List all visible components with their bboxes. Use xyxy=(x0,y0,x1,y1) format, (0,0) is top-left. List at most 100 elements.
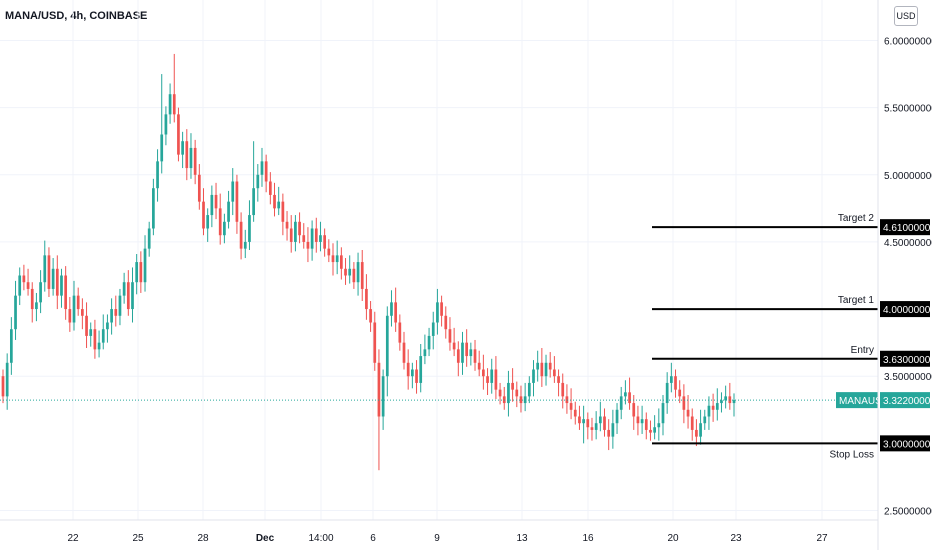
candle-body xyxy=(348,268,352,276)
candle-body xyxy=(365,288,368,310)
candle-body xyxy=(398,322,402,343)
candle-body xyxy=(498,389,502,397)
candle-body xyxy=(306,241,310,249)
candle-body xyxy=(47,255,51,289)
x-tick-label: 25 xyxy=(132,533,144,544)
candle-body xyxy=(139,262,143,283)
candle-body xyxy=(385,315,389,377)
y-tick-label: 5.00000000 xyxy=(884,171,932,182)
candle-body xyxy=(76,295,80,310)
candle-body xyxy=(51,268,55,289)
x-tick-label: 16 xyxy=(582,533,594,544)
level-label: Target 2 xyxy=(838,213,875,224)
candle-body xyxy=(661,403,665,424)
candle-body xyxy=(565,396,569,404)
candle-body xyxy=(81,309,84,316)
candle-body xyxy=(519,396,523,404)
candle-body xyxy=(440,302,443,316)
candle-body xyxy=(477,362,481,370)
candle-body xyxy=(373,322,377,363)
candle-body xyxy=(515,389,519,397)
price-axis[interactable]: 6.00000000 5.50000000 5.00000000 4.50000000… xyxy=(877,0,932,550)
candle-body xyxy=(181,141,184,155)
candle-body xyxy=(695,429,698,437)
candle-body xyxy=(598,416,602,424)
candle-body xyxy=(277,201,281,209)
candle-body xyxy=(507,382,510,404)
candle-body xyxy=(394,302,398,323)
candle-body xyxy=(147,228,151,249)
candle-body xyxy=(381,376,385,417)
candle-body xyxy=(569,403,573,410)
candle-body xyxy=(649,429,652,433)
candle-body xyxy=(68,309,72,323)
time-axis[interactable]: 22 25 28 Dec 14:00 6 9 13 16 20 23 27 xyxy=(0,519,878,544)
level-price-tag xyxy=(880,301,930,318)
candle-body xyxy=(553,369,556,377)
candle-body xyxy=(669,376,673,383)
candle-body xyxy=(411,369,414,377)
candle-body xyxy=(636,416,640,424)
candle-body xyxy=(573,409,577,417)
candle-body xyxy=(461,342,464,363)
candle-body xyxy=(711,405,715,410)
candle-body xyxy=(60,275,63,296)
candle-body xyxy=(323,235,326,249)
candle-body xyxy=(223,221,226,236)
level-price-label: 4.00000000 xyxy=(883,305,932,316)
candle-body xyxy=(339,255,343,269)
candle-body xyxy=(30,288,34,310)
candle-body xyxy=(682,396,686,410)
candle-body xyxy=(231,181,235,202)
candle-body xyxy=(239,221,243,249)
candle-body xyxy=(172,94,176,115)
y-tick-label: 2.50000000 xyxy=(884,507,932,518)
candle-body xyxy=(482,369,485,377)
candle-body xyxy=(665,382,669,404)
candle-body xyxy=(14,295,17,330)
candle-body xyxy=(93,329,97,350)
candle-body xyxy=(490,369,494,383)
candle-body xyxy=(561,382,565,397)
candle-body xyxy=(448,329,452,343)
candle-body xyxy=(377,362,381,417)
y-tick-label: 6.00000000 xyxy=(884,37,932,48)
candle-body xyxy=(331,255,335,263)
candle-body xyxy=(85,315,88,336)
level-label: Stop Loss xyxy=(830,449,874,460)
candle-body xyxy=(436,302,439,323)
candle-body xyxy=(527,382,531,397)
candle-body xyxy=(310,228,314,249)
candle-body xyxy=(55,268,59,296)
candle-body xyxy=(193,147,197,175)
candle-body xyxy=(557,376,560,383)
level-price-tag xyxy=(880,350,930,367)
candle-body xyxy=(720,400,723,404)
candle-body xyxy=(690,416,694,430)
candle-body xyxy=(632,403,636,417)
candle-body xyxy=(469,349,473,357)
candle-body xyxy=(252,188,255,216)
x-tick-label: 6 xyxy=(370,533,376,544)
candle-body xyxy=(131,282,134,310)
level-price-label: 4.61000000 xyxy=(883,223,932,234)
candle-body xyxy=(402,342,406,363)
candle-body xyxy=(419,356,423,383)
candle-body xyxy=(43,255,47,283)
candle-body xyxy=(218,208,222,236)
level-price-label: 3.00000000 xyxy=(883,439,932,450)
x-tick-label: 23 xyxy=(730,533,742,544)
candle-body xyxy=(423,349,427,357)
candle-body xyxy=(243,241,247,249)
candle-body xyxy=(369,309,372,323)
candle-body xyxy=(9,329,13,363)
candle-body xyxy=(431,322,435,336)
candle-body xyxy=(122,282,126,296)
level-price-tag xyxy=(880,219,930,236)
candle-body xyxy=(256,174,260,189)
currency-button[interactable]: USD xyxy=(894,6,918,26)
candle-body xyxy=(352,268,356,283)
candle-body xyxy=(106,322,109,330)
